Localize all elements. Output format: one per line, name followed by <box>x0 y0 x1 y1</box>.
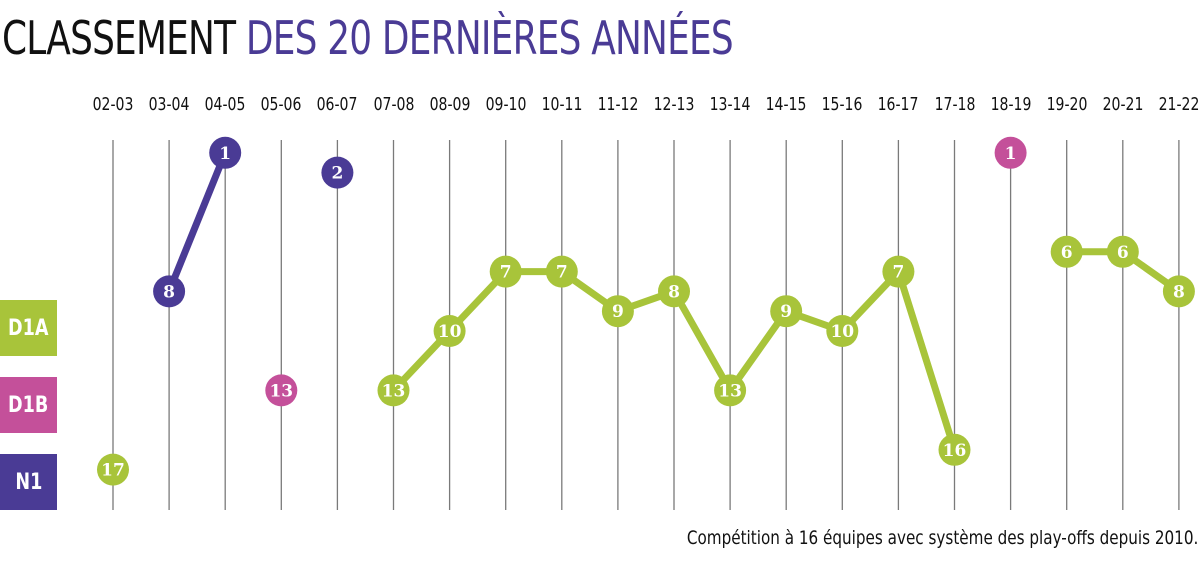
season-label: 16-17 <box>877 94 919 115</box>
season-label: 04-05 <box>204 94 246 115</box>
data-point: 8 <box>658 275 690 308</box>
series-line <box>165 151 229 293</box>
svg-text:1: 1 <box>219 144 231 164</box>
svg-text:10: 10 <box>438 322 462 342</box>
data-point: 13 <box>265 374 298 407</box>
season-label: 02-03 <box>92 94 134 115</box>
data-point: 10 <box>826 315 859 347</box>
legend-n1: N1 <box>0 454 57 510</box>
season-label: 18-19 <box>990 94 1031 115</box>
data-point: 9 <box>770 295 803 328</box>
legend-label: N1 <box>14 469 42 495</box>
legend-d1a: D1A <box>0 300 57 356</box>
season-label: 06-07 <box>316 94 358 115</box>
footnote: Compétition à 16 équipes avec système de… <box>686 527 1198 549</box>
svg-text:2: 2 <box>331 164 343 184</box>
data-point: 7 <box>882 255 915 288</box>
svg-text:8: 8 <box>668 282 680 302</box>
data-point: 8 <box>153 275 186 308</box>
data-point: 9 <box>601 295 634 328</box>
season-label: 03-04 <box>148 94 190 115</box>
season-label: 15-16 <box>821 94 863 115</box>
data-point: 7 <box>489 255 522 288</box>
data-point: 7 <box>545 255 578 288</box>
season-label: 09-10 <box>485 94 527 115</box>
data-point: 6 <box>1050 235 1083 268</box>
svg-text:8: 8 <box>1173 282 1185 302</box>
season-label: 08-09 <box>429 94 470 115</box>
season-label: 19-20 <box>1046 94 1088 115</box>
legend-label: D1B <box>8 392 49 418</box>
svg-text:10: 10 <box>830 322 854 342</box>
data-point: 13 <box>377 374 410 407</box>
data-point: 1 <box>209 136 242 169</box>
season-label: 17-18 <box>934 94 975 115</box>
season-label: 14-15 <box>765 94 807 115</box>
season-label: 21-22 <box>1158 94 1200 115</box>
svg-text:13: 13 <box>269 381 293 401</box>
title-part-2: DES 20 DERNIÈRES ANNÉES <box>245 11 734 65</box>
svg-text:7: 7 <box>892 263 904 283</box>
season-label: 12-13 <box>653 94 695 115</box>
season-label: 13-14 <box>709 94 751 115</box>
data-point: 17 <box>97 453 129 486</box>
svg-text:17: 17 <box>101 461 125 481</box>
season-label: 11-12 <box>597 94 639 115</box>
svg-text:13: 13 <box>382 381 406 401</box>
season-label: 07-08 <box>373 94 414 115</box>
svg-text:13: 13 <box>718 381 742 401</box>
svg-text:6: 6 <box>1061 243 1073 263</box>
svg-text:7: 7 <box>556 263 568 283</box>
chart-title: CLASSEMENT DES 20 DERNIÈRES ANNÉES <box>2 8 734 68</box>
data-point: 8 <box>1162 275 1195 308</box>
season-axis: 02-03 03-04 04-05 05-06 06-07 07-08 08-09 09-10… <box>0 94 1200 124</box>
legend-label: D1A <box>8 315 49 341</box>
season-label: 05-06 <box>260 94 302 115</box>
season-label: 20-21 <box>1102 94 1144 115</box>
data-point: 10 <box>433 315 466 347</box>
legend-d1b: D1B <box>0 377 57 433</box>
season-label: 10-11 <box>541 94 583 115</box>
svg-text:7: 7 <box>500 263 512 283</box>
data-point: 13 <box>714 374 747 407</box>
svg-text:1: 1 <box>1005 144 1017 164</box>
data-point: 6 <box>1106 235 1139 268</box>
svg-text:9: 9 <box>612 302 624 322</box>
svg-text:9: 9 <box>780 302 792 322</box>
svg-text:8: 8 <box>163 282 175 302</box>
data-point: 1 <box>994 136 1027 169</box>
title-part-1: CLASSEMENT <box>2 11 236 65</box>
data-point: 2 <box>321 156 354 189</box>
svg-text:6: 6 <box>1117 243 1129 263</box>
data-point: 16 <box>938 433 971 466</box>
svg-text:16: 16 <box>943 441 967 461</box>
